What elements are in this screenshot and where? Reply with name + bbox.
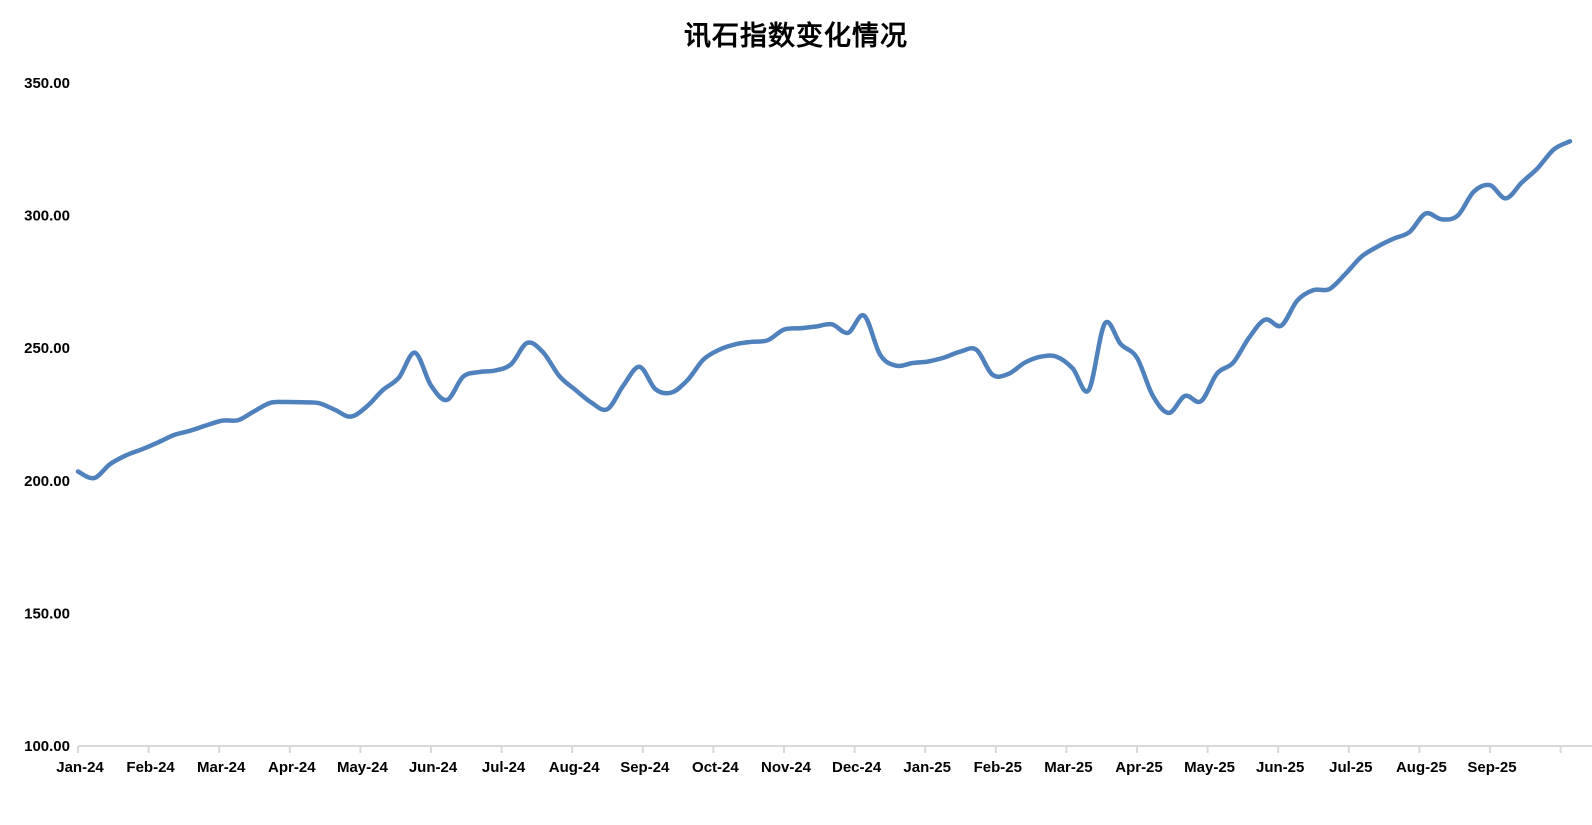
- x-axis-tick-label: Jul-25: [1329, 759, 1372, 776]
- x-axis-tick-label: Apr-25: [1115, 759, 1163, 776]
- x-axis-tick-label: Dec-24: [832, 759, 882, 776]
- x-axis-tick-label: Sep-24: [620, 759, 670, 776]
- x-axis-tick-label: Feb-24: [126, 759, 175, 776]
- x-axis-tick-label: Apr-24: [268, 759, 316, 776]
- x-axis-tick-label: Aug-25: [1396, 759, 1447, 776]
- x-axis-tick-label: Jan-24: [56, 759, 104, 776]
- y-axis-tick-label: 100.00: [24, 738, 70, 755]
- x-axis-tick-label: Mar-24: [197, 759, 246, 776]
- x-axis-tick-label: Mar-25: [1044, 759, 1092, 776]
- x-axis-tick-label: Nov-24: [761, 759, 812, 776]
- y-axis-tick-label: 200.00: [24, 473, 70, 490]
- y-axis-tick-label: 300.00: [24, 208, 70, 225]
- index-line: [75, 139, 1573, 481]
- x-axis-tick-label: Jun-25: [1256, 759, 1304, 776]
- y-axis-tick-label: 150.00: [24, 605, 70, 622]
- x-axis-tick-label: May-24: [337, 759, 389, 776]
- chart-title: 讯石指数变化情况: [684, 21, 908, 52]
- x-axis-tick-label: Feb-25: [974, 759, 1022, 776]
- x-axis-tick-label: May-25: [1184, 759, 1235, 776]
- x-axis-tick-label: Jul-24: [482, 759, 526, 776]
- y-axis-tick-label: 250.00: [24, 340, 70, 357]
- x-axis-tick-label: Aug-24: [549, 759, 600, 776]
- x-axis-tick-label: Sep-25: [1467, 759, 1516, 776]
- x-axis-tick-label: Oct-24: [692, 759, 739, 776]
- x-axis-tick-label: Jun-24: [409, 759, 458, 776]
- y-axis-tick-label: 350.00: [24, 75, 70, 92]
- x-axis-tick-label: Jan-25: [903, 759, 951, 776]
